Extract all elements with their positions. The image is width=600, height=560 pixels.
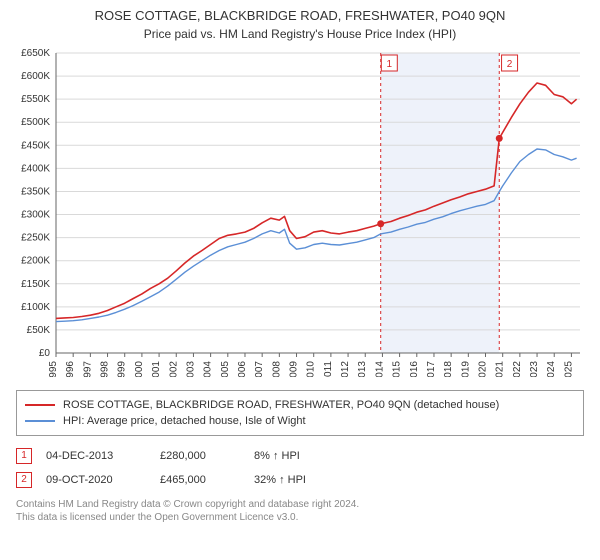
svg-text:2000: 2000 bbox=[134, 360, 145, 376]
page-subtitle: Price paid vs. HM Land Registry's House … bbox=[12, 27, 588, 41]
svg-text:2: 2 bbox=[507, 59, 513, 70]
svg-text:2007: 2007 bbox=[254, 360, 265, 376]
svg-text:£500K: £500K bbox=[21, 117, 50, 128]
svg-text:2020: 2020 bbox=[478, 360, 489, 376]
sale-row: 2 09-OCT-2020 £465,000 32% ↑ HPI bbox=[16, 468, 584, 492]
svg-text:2004: 2004 bbox=[203, 360, 214, 376]
svg-text:2018: 2018 bbox=[443, 360, 454, 376]
svg-text:2013: 2013 bbox=[357, 360, 368, 376]
legend: ROSE COTTAGE, BLACKBRIDGE ROAD, FRESHWAT… bbox=[16, 390, 584, 436]
svg-text:2015: 2015 bbox=[392, 360, 403, 376]
svg-text:£300K: £300K bbox=[21, 209, 50, 220]
page-title: ROSE COTTAGE, BLACKBRIDGE ROAD, FRESHWAT… bbox=[12, 8, 588, 25]
svg-text:2002: 2002 bbox=[168, 360, 179, 376]
svg-text:2001: 2001 bbox=[151, 360, 162, 376]
svg-text:1998: 1998 bbox=[100, 360, 111, 376]
svg-text:£0: £0 bbox=[39, 348, 51, 359]
svg-text:2010: 2010 bbox=[306, 360, 317, 376]
svg-text:2008: 2008 bbox=[271, 360, 282, 376]
svg-text:2014: 2014 bbox=[374, 360, 385, 376]
sale-delta: 8% ↑ HPI bbox=[254, 450, 354, 462]
svg-text:2006: 2006 bbox=[237, 360, 248, 376]
svg-text:2022: 2022 bbox=[512, 360, 523, 376]
svg-text:2023: 2023 bbox=[529, 360, 540, 376]
sales-table: 1 04-DEC-2013 £280,000 8% ↑ HPI 2 09-OCT-2020… bbox=[16, 444, 584, 492]
line-chart: £0 £50K £100K £150K £200K £250K £300K £350K £400… bbox=[12, 47, 588, 377]
svg-text:2005: 2005 bbox=[220, 360, 231, 376]
sale-price: £280,000 bbox=[160, 450, 240, 462]
svg-text:£150K: £150K bbox=[21, 279, 50, 290]
legend-row-hpi: HPI: Average price, detached house, Isle… bbox=[25, 413, 575, 429]
svg-text:2009: 2009 bbox=[289, 360, 300, 376]
legend-label-property: ROSE COTTAGE, BLACKBRIDGE ROAD, FRESHWAT… bbox=[63, 399, 499, 411]
chart-container: ROSE COTTAGE, BLACKBRIDGE ROAD, FRESHWAT… bbox=[0, 0, 600, 560]
sale-row: 1 04-DEC-2013 £280,000 8% ↑ HPI bbox=[16, 444, 584, 468]
svg-text:1: 1 bbox=[387, 59, 393, 70]
svg-text:1996: 1996 bbox=[65, 360, 76, 376]
svg-text:2011: 2011 bbox=[323, 360, 334, 376]
legend-row-property: ROSE COTTAGE, BLACKBRIDGE ROAD, FRESHWAT… bbox=[25, 397, 575, 413]
svg-text:2017: 2017 bbox=[426, 360, 437, 376]
footnote-line-1: Contains HM Land Registry data © Crown c… bbox=[16, 498, 584, 511]
svg-text:2019: 2019 bbox=[460, 360, 471, 376]
svg-text:2025: 2025 bbox=[563, 360, 574, 376]
legend-swatch-property bbox=[25, 404, 55, 406]
footnote: Contains HM Land Registry data © Crown c… bbox=[16, 498, 584, 524]
svg-text:£450K: £450K bbox=[21, 140, 50, 151]
svg-text:£200K: £200K bbox=[21, 256, 50, 267]
svg-text:£600K: £600K bbox=[21, 71, 50, 82]
svg-text:£50K: £50K bbox=[27, 325, 51, 336]
svg-text:2012: 2012 bbox=[340, 360, 351, 376]
sale-date: 09-OCT-2020 bbox=[46, 474, 146, 486]
svg-text:1999: 1999 bbox=[117, 360, 128, 376]
sale-marker-icon: 1 bbox=[16, 448, 32, 464]
sale-date: 04-DEC-2013 bbox=[46, 450, 146, 462]
legend-swatch-hpi bbox=[25, 420, 55, 422]
legend-label-hpi: HPI: Average price, detached house, Isle… bbox=[63, 415, 306, 427]
svg-text:2003: 2003 bbox=[185, 360, 196, 376]
svg-text:2021: 2021 bbox=[495, 360, 506, 376]
svg-text:1995: 1995 bbox=[48, 360, 59, 376]
svg-text:2016: 2016 bbox=[409, 360, 420, 376]
sale-price: £465,000 bbox=[160, 474, 240, 486]
chart-area: £0 £50K £100K £150K £200K £250K £300K £350K £400… bbox=[12, 47, 588, 382]
svg-text:£350K: £350K bbox=[21, 186, 50, 197]
svg-text:£250K: £250K bbox=[21, 233, 50, 244]
svg-text:2024: 2024 bbox=[546, 360, 557, 376]
sale-delta: 32% ↑ HPI bbox=[254, 474, 354, 486]
footnote-line-2: This data is licensed under the Open Gov… bbox=[16, 511, 584, 524]
svg-text:£550K: £550K bbox=[21, 94, 50, 105]
svg-text:£100K: £100K bbox=[21, 302, 50, 313]
sale-marker-icon: 2 bbox=[16, 472, 32, 488]
svg-text:1997: 1997 bbox=[82, 360, 93, 376]
svg-text:£400K: £400K bbox=[21, 163, 50, 174]
svg-text:£650K: £650K bbox=[21, 48, 50, 59]
